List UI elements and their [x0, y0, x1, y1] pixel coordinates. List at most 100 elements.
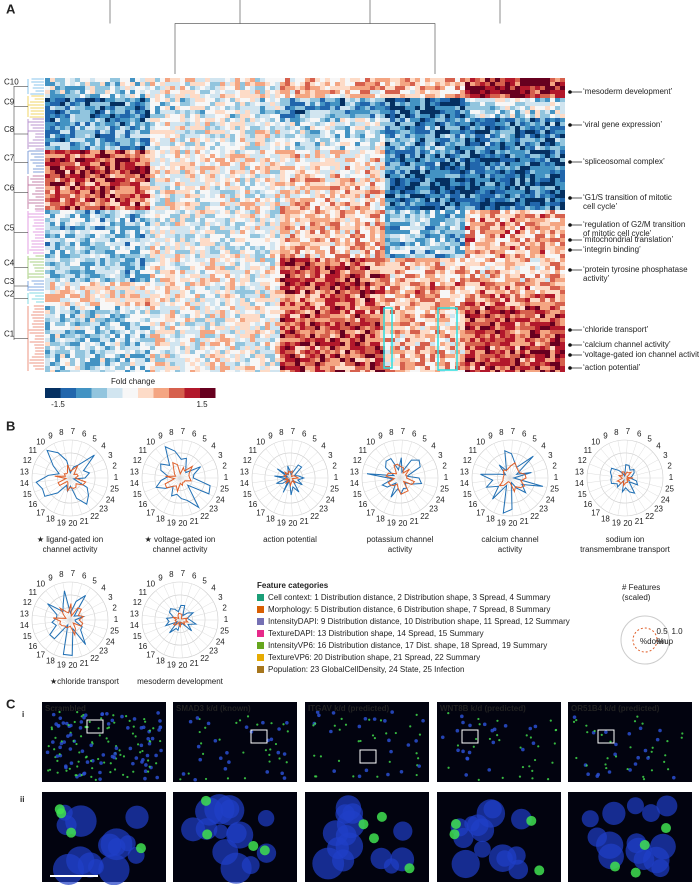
- heatmap-cell: [380, 146, 385, 150]
- heatmap-cell: [515, 166, 520, 170]
- heatmap-cell: [485, 102, 490, 106]
- heatmap-cell: [155, 170, 160, 174]
- heatmap-cell: [125, 154, 130, 158]
- heatmap-cell: [395, 170, 400, 174]
- heatmap-cell: [405, 170, 410, 174]
- heatmap-cell: [135, 130, 140, 134]
- heatmap-cell: [550, 142, 555, 146]
- heatmap-cell: [50, 254, 55, 258]
- heatmap-cell: [545, 94, 550, 98]
- heatmap-cell: [55, 106, 60, 110]
- heatmap-cell: [85, 242, 90, 246]
- heatmap-cell: [415, 158, 420, 162]
- heatmap-cell: [155, 218, 160, 222]
- heatmap-cell: [330, 150, 335, 154]
- heatmap-cell: [495, 234, 500, 238]
- heatmap-cell: [480, 186, 485, 190]
- heatmap-cell: [120, 146, 125, 150]
- heatmap-cell: [525, 234, 530, 238]
- heatmap-cell: [115, 190, 120, 194]
- heatmap-cell: [430, 90, 435, 94]
- heatmap-cell: [110, 218, 115, 222]
- heatmap-cell: [485, 254, 490, 258]
- heatmap-cell: [100, 82, 105, 86]
- heatmap-cell: [520, 158, 525, 162]
- heatmap-cell: [240, 210, 245, 214]
- heatmap-cell: [375, 110, 380, 114]
- heatmap-cell: [210, 250, 215, 254]
- heatmap-cell: [470, 134, 475, 138]
- heatmap-cell: [65, 154, 70, 158]
- heatmap-cell: [490, 102, 495, 106]
- heatmap-cell: [215, 142, 220, 146]
- heatmap-cell: [200, 130, 205, 134]
- heatmap-cell: [65, 174, 70, 178]
- heatmap-cell: [145, 130, 150, 134]
- heatmap-cell: [520, 94, 525, 98]
- heatmap-cell: [125, 166, 130, 170]
- heatmap-cell: [45, 198, 50, 202]
- heatmap-cell: [295, 246, 300, 250]
- heatmap-cell: [495, 238, 500, 242]
- heatmap-cell: [75, 262, 80, 266]
- heatmap-cell: [310, 250, 315, 254]
- heatmap-cell: [465, 218, 470, 222]
- heatmap-cell: [315, 190, 320, 194]
- heatmap-cell: [245, 162, 250, 166]
- heatmap-cell: [295, 78, 300, 82]
- heatmap-cell: [530, 98, 535, 102]
- heatmap-cell: [140, 206, 145, 210]
- heatmap-cell: [445, 94, 450, 98]
- heatmap-cell: [195, 234, 200, 238]
- heatmap-cell: [215, 114, 220, 118]
- heatmap-cell: [505, 134, 510, 138]
- heatmap-cell: [60, 150, 65, 154]
- heatmap-cell: [120, 78, 125, 82]
- heatmap-cell: [220, 226, 225, 230]
- heatmap-cell: [135, 202, 140, 206]
- heatmap-cell: [555, 210, 560, 214]
- heatmap-cell: [430, 218, 435, 222]
- heatmap-cell: [60, 170, 65, 174]
- heatmap-cell: [125, 158, 130, 162]
- heatmap-cell: [280, 98, 285, 102]
- heatmap-cell: [475, 78, 480, 82]
- heatmap-cell: [55, 110, 60, 114]
- heatmap-cell: [75, 226, 80, 230]
- heatmap-cell: [45, 270, 50, 274]
- heatmap-cell: [415, 126, 420, 130]
- panel-label: C: [6, 696, 16, 711]
- heatmap-cell: [445, 102, 450, 106]
- heatmap-cell: [170, 106, 175, 110]
- heatmap-cell: [210, 154, 215, 158]
- heatmap-cell: [425, 122, 430, 126]
- heatmap-cell: [485, 106, 490, 110]
- heatmap-cell: [555, 242, 560, 246]
- heatmap-cell: [480, 78, 485, 82]
- heatmap-cell: [520, 162, 525, 166]
- heatmap-cell: [120, 226, 125, 230]
- heatmap-cell: [500, 214, 505, 218]
- heatmap-cell: [80, 202, 85, 206]
- heatmap-cell: [380, 130, 385, 134]
- heatmap-cell: [375, 210, 380, 214]
- heatmap-cell: [195, 218, 200, 222]
- heatmap-cell: [370, 230, 375, 234]
- heatmap-cell: [455, 102, 460, 106]
- heatmap-cell: [125, 234, 130, 238]
- heatmap-cell: [270, 98, 275, 102]
- heatmap-cell: [85, 162, 90, 166]
- heatmap-cell: [90, 262, 95, 266]
- heatmap-cell: [245, 190, 250, 194]
- heatmap-cell: [500, 238, 505, 242]
- heatmap-cell: [335, 154, 340, 158]
- heatmap-cell: [260, 126, 265, 130]
- heatmap-cell: [160, 94, 165, 98]
- heatmap-cell: [335, 238, 340, 242]
- heatmap-cell: [120, 150, 125, 154]
- heatmap-cell: [135, 90, 140, 94]
- heatmap-cell: [305, 222, 310, 226]
- heatmap-cell: [135, 222, 140, 226]
- heatmap-cell: [540, 214, 545, 218]
- heatmap-cell: [210, 190, 215, 194]
